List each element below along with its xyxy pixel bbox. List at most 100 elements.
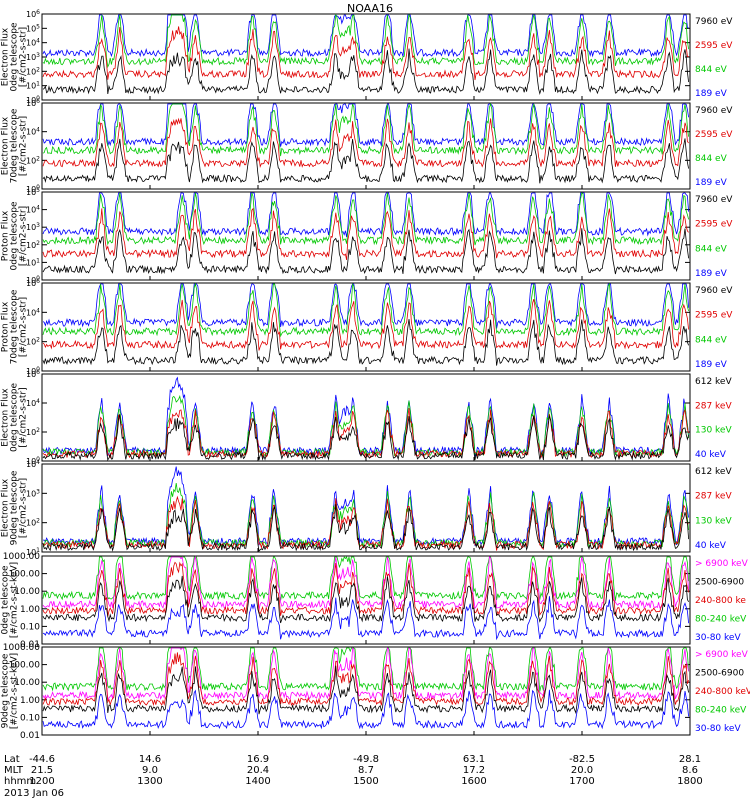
y-tick-label: 100 [26,366,40,376]
x-tick-label-lat: 63.1 [463,754,485,765]
series-trace [42,689,689,730]
legend-entry: 240-800 keV [695,687,750,697]
legend-entry: > 6900 keV [695,559,749,569]
y-tick-label: 104 [26,459,40,469]
series-trace [42,504,689,552]
series-trace [42,298,689,351]
series-trace [42,102,689,157]
y-tick-label: 104 [26,38,40,48]
legend-entry: 2595 eV [695,130,733,140]
legend-entry: 189 eV [695,89,728,99]
x-tick-label-lat: -49.8 [353,754,379,765]
legend-entry: 189 eV [695,178,728,188]
series-trace [42,652,689,707]
series-trace [42,48,689,95]
date-label: 2013 Jan 06 [4,788,64,799]
y-axis-label: MEPEDElectron Flux90deg telescope[#/cm2-… [0,470,29,545]
legend-entry: 287 keV [695,401,732,411]
panels-group: 100 101 102 103 104 105 106 TEDElectron Flux0de… [0,9,750,741]
series-trace [42,665,689,715]
y-tick-label: 101 [26,257,40,267]
legend-entry: 240-800 ke [695,596,746,606]
y-tick-label: 102 [26,66,40,76]
series-trace [42,483,689,549]
series-trace [42,647,689,692]
legend-entry: 2595 eV [695,41,733,51]
x-tick-label-mlt: 21.5 [31,765,53,776]
legend-entry: 2595 eV [695,311,733,321]
series-trace [42,561,689,617]
y-tick-label: 103 [26,52,40,62]
x-row-label-hhmm: hhmm [4,776,36,787]
y-tick-label: 0.01 [20,640,40,650]
series-trace [42,228,689,275]
legend-entry: 130 keV [695,516,732,526]
x-row-label-mlt: MLT [4,765,24,776]
panel-2: 100 102 104 106TEDElectron Flux70deg telesc… [0,98,733,194]
legend-entry: 7960 eV [695,195,733,205]
y-tick-label: 1000.00 [3,552,40,562]
y-tick-label: 0.01 [20,731,40,741]
legend-entry: 844 eV [695,154,728,164]
x-tick-label-hhmm: 1600 [461,776,486,787]
series-trace [42,192,689,246]
x-tick-label-hhmm: 1800 [677,776,702,787]
y-tick-label: 101 [26,81,40,91]
x-tick-label-mlt: 20.4 [247,765,269,776]
x-tick-label-lat: -82.5 [569,754,595,765]
x-tick-label-lat: -44.6 [29,754,55,765]
series-trace [42,283,689,329]
y-tick-label: 106 [26,98,40,108]
panel-3: 100 101 102 103 104 105 TEDProton Flux0deg tel… [0,187,733,285]
y-tick-label: 103 [26,222,40,232]
x-tick-label-mlt: 9.0 [142,765,158,776]
y-tick-label: 105 [26,187,40,197]
y-tick-label: 102 [26,155,40,165]
x-tick-label-hhmm: 1500 [353,776,378,787]
x-tick-label-mlt: 8.7 [358,765,374,776]
y-tick-label: 102 [26,427,40,437]
x-tick-label-mlt: 8.6 [682,765,698,776]
panel-frame [41,373,691,462]
x-tick-label-lat: 16.9 [247,754,269,765]
y-tick-label: 101 [26,547,40,557]
y-axis-label: MEPEDElectron Flux0deg telescope[#/cm2-s… [0,383,29,453]
y-tick-label: 0.10 [20,713,40,723]
legend-entry: 2500-6900 [695,578,744,588]
legend-entry: 612 keV [695,467,732,477]
x-tick-label-mlt: 20.0 [571,765,593,776]
series-trace [42,318,689,366]
y-axis-label: TEDElectron Flux70deg telescope[#/cm2-s-… [0,108,29,183]
legend-entry: 844 eV [695,244,728,254]
series-trace [42,575,689,624]
series-trace [42,596,689,641]
y-axis-label: TEDElectron Flux0deg telescope[#/cm2-s-s… [0,22,29,92]
x-tick-label-lat: 28.1 [679,754,701,765]
legend-entry: 844 eV [695,335,728,345]
x-tick-label-mlt: 17.2 [463,765,485,776]
y-tick-label: 100 [26,275,40,285]
legend-entry: 7960 eV [695,17,733,27]
legend-entry: 612 keV [695,377,732,387]
y-tick-label: 1.00 [20,605,40,615]
y-tick-label: 106 [26,369,40,379]
legend-entry: 189 eV [695,269,728,279]
legend-entry: 40 keV [695,541,727,551]
series-trace [42,192,689,238]
panel-frame [41,13,691,101]
series-trace [42,13,689,69]
y-tick-label: 10.00 [14,587,40,597]
y-tick-label: 103 [26,488,40,498]
legend-entry: 189 eV [695,360,728,370]
series-trace [42,103,689,147]
y-tick-label: 102 [26,518,40,528]
panel-5: 100 102 104 106 MEPEDElectron Flux0deg teles… [0,369,732,466]
series-trace [42,647,689,701]
y-tick-label: 106 [26,278,40,288]
x-tick-label-hhmm: 1700 [569,776,594,787]
legend-entry: 2595 eV [695,220,733,230]
y-tick-label: 104 [26,127,40,137]
series-trace [42,207,689,260]
